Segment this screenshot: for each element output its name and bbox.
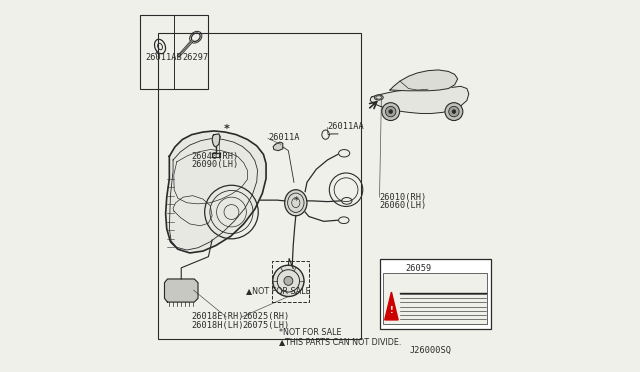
Circle shape bbox=[389, 110, 392, 113]
Text: 26059: 26059 bbox=[406, 264, 432, 273]
Text: 26060(LH): 26060(LH) bbox=[380, 201, 427, 210]
Text: 26090(LH): 26090(LH) bbox=[191, 160, 239, 169]
Text: J26000SQ: J26000SQ bbox=[410, 346, 451, 355]
Text: 26018H(LH): 26018H(LH) bbox=[191, 321, 244, 330]
Text: ▲THIS PARTS CAN NOT DIVIDE.: ▲THIS PARTS CAN NOT DIVIDE. bbox=[279, 337, 401, 346]
Text: ▲NOT FOR SALE: ▲NOT FOR SALE bbox=[246, 286, 310, 295]
Polygon shape bbox=[164, 279, 198, 302]
Text: *NOT FOR SALE: *NOT FOR SALE bbox=[279, 328, 342, 337]
Bar bbox=[158, 33, 361, 339]
Bar bbox=[380, 259, 491, 329]
Polygon shape bbox=[370, 86, 468, 113]
Circle shape bbox=[452, 110, 456, 113]
Polygon shape bbox=[273, 142, 283, 151]
Circle shape bbox=[449, 106, 459, 117]
Text: 26040(RH): 26040(RH) bbox=[191, 152, 239, 161]
Text: 26297: 26297 bbox=[182, 53, 209, 62]
Text: 26011A: 26011A bbox=[268, 133, 300, 142]
Text: 26010(RH): 26010(RH) bbox=[380, 193, 427, 202]
Text: 26025(RH): 26025(RH) bbox=[242, 312, 289, 321]
Circle shape bbox=[381, 103, 399, 121]
Circle shape bbox=[385, 106, 396, 117]
Ellipse shape bbox=[374, 95, 383, 100]
Bar bbox=[140, 15, 209, 89]
Polygon shape bbox=[212, 134, 220, 147]
Text: *: * bbox=[294, 196, 299, 206]
Text: !: ! bbox=[390, 306, 393, 315]
Circle shape bbox=[445, 103, 463, 121]
Circle shape bbox=[273, 265, 304, 296]
Bar bbox=[383, 273, 488, 324]
Bar bbox=[271, 261, 309, 302]
Polygon shape bbox=[385, 292, 398, 320]
Ellipse shape bbox=[285, 190, 307, 216]
Circle shape bbox=[284, 276, 293, 285]
Text: *: * bbox=[224, 125, 230, 134]
Text: 26011AA: 26011AA bbox=[328, 122, 364, 131]
Text: 26075(LH): 26075(LH) bbox=[242, 321, 289, 330]
Text: 26011AB: 26011AB bbox=[145, 53, 182, 62]
Text: 26018E(RH): 26018E(RH) bbox=[191, 312, 244, 321]
Polygon shape bbox=[390, 70, 458, 91]
Polygon shape bbox=[166, 131, 266, 253]
